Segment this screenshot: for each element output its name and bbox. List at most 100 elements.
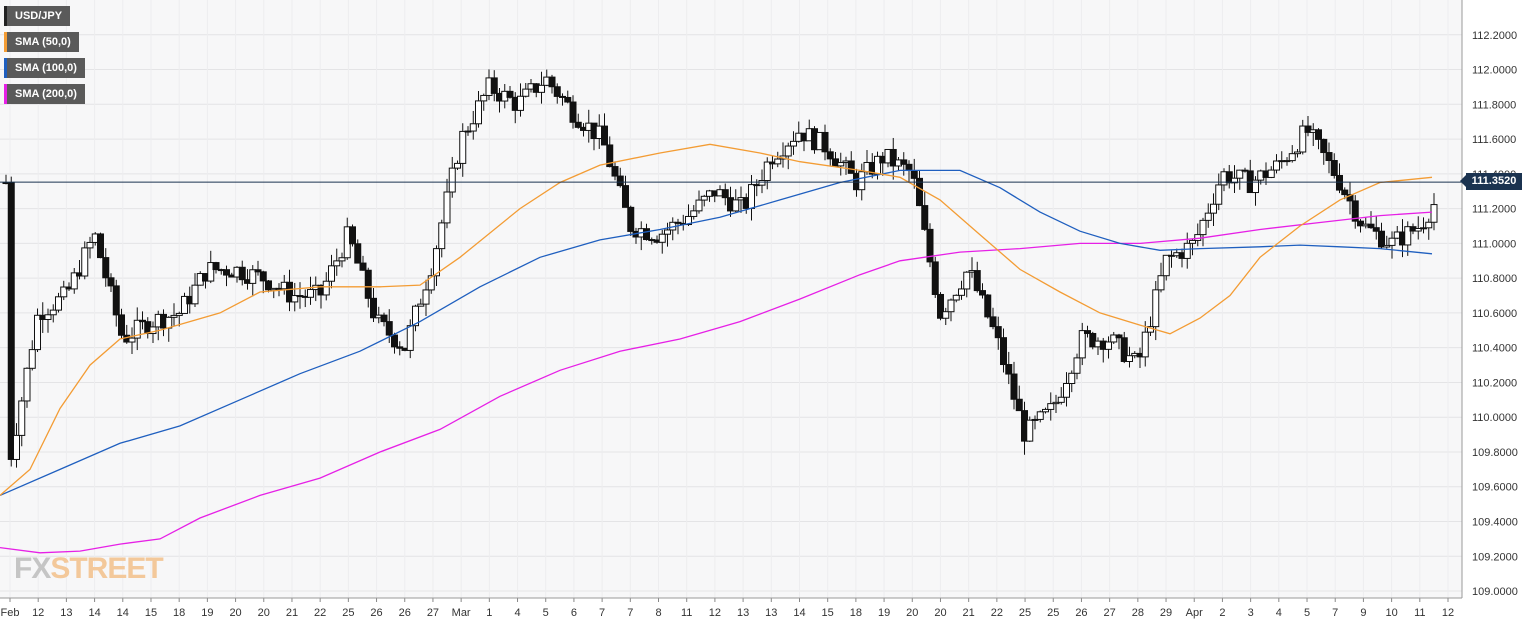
- legend-item-sma50[interactable]: SMA (50,0): [4, 32, 79, 52]
- y-tick-label: 110.2000: [1472, 377, 1517, 389]
- candle-bull: [1425, 221, 1433, 229]
- x-tick-label: Apr: [1186, 607, 1203, 619]
- x-tick-label: 18: [850, 607, 862, 619]
- candle-bull: [133, 319, 141, 339]
- x-tick-label: 20: [229, 607, 241, 619]
- candle-bear: [973, 270, 981, 292]
- candle-bear: [921, 205, 929, 230]
- candle-bear: [559, 95, 566, 98]
- x-tick-label: 15: [822, 607, 834, 619]
- candle-bull: [1383, 244, 1391, 248]
- candle-bull: [1105, 341, 1112, 350]
- candle-bear: [931, 261, 939, 295]
- candle-bear: [380, 314, 388, 323]
- candle-bull: [1042, 408, 1049, 413]
- candle-bear: [259, 271, 267, 282]
- candle-bear: [548, 76, 556, 88]
- y-tick-label: 110.4000: [1472, 343, 1517, 355]
- candle-bear: [937, 293, 944, 319]
- candle-bull: [170, 314, 178, 318]
- candle-bull: [522, 88, 530, 97]
- candle-bull: [1294, 151, 1301, 155]
- candle-bull: [1194, 234, 1202, 241]
- candle-bear: [349, 226, 356, 245]
- candle-bear: [385, 321, 393, 336]
- candle-bear: [889, 148, 897, 167]
- x-tick-label: 25: [342, 607, 354, 619]
- candle-bull: [658, 233, 666, 243]
- candle-bull: [758, 180, 766, 186]
- y-tick-label: 109.2000: [1472, 551, 1518, 563]
- y-tick-label: 110.8000: [1472, 273, 1517, 285]
- candle-bear: [490, 77, 498, 94]
- x-tick-label: 22: [991, 607, 1003, 619]
- candle-bull: [1236, 169, 1244, 179]
- x-tick-label: 13: [60, 607, 72, 619]
- x-tick-label: 13: [737, 607, 749, 619]
- candle-bull: [23, 367, 31, 402]
- candle-bear: [1325, 152, 1333, 162]
- y-tick-label: 110.0000: [1472, 412, 1517, 424]
- candle-bull: [207, 262, 215, 282]
- legend-item-sma200[interactable]: SMA (200,0): [4, 84, 85, 104]
- x-tick-label: 11: [681, 607, 692, 619]
- candle-bull: [1047, 403, 1055, 410]
- x-tick-label: 12: [709, 607, 721, 619]
- candle-bull: [149, 326, 157, 335]
- candle-bear: [1357, 220, 1364, 227]
- candle-bear: [926, 228, 934, 263]
- candle-bull: [480, 94, 488, 102]
- candle-bear: [118, 314, 125, 336]
- candle-bull: [732, 199, 740, 212]
- candle-bull: [1210, 203, 1217, 214]
- candle-bear: [900, 159, 908, 165]
- candle-bear: [826, 151, 834, 160]
- candle-bull: [1036, 411, 1044, 420]
- x-tick-label: 10: [1385, 607, 1397, 619]
- candle-bear: [674, 221, 682, 224]
- candle-bull: [1110, 334, 1118, 343]
- y-tick-label: 112.0000: [1472, 65, 1517, 77]
- candle-bull: [664, 229, 671, 235]
- chart-legend: USD/JPY SMA (50,0) SMA (100,0) SMA (200,…: [4, 6, 85, 110]
- legend-item-usdjpy[interactable]: USD/JPY: [4, 6, 71, 26]
- candle-bull: [454, 162, 461, 169]
- candle-bull: [433, 248, 440, 277]
- candle-bull: [1078, 330, 1086, 359]
- legend-label: SMA (200,0): [15, 88, 77, 100]
- candle-bear: [238, 266, 246, 281]
- candle-bull: [328, 265, 335, 282]
- candle-bull: [417, 303, 425, 307]
- candle-bear: [354, 243, 362, 264]
- candle-bull: [1215, 184, 1223, 205]
- candle-bear: [994, 326, 1002, 339]
- x-tick-label: 14: [88, 607, 100, 619]
- candle-bull: [459, 130, 467, 164]
- legend-swatch-sma100: [4, 58, 7, 78]
- x-tick-label: 14: [117, 607, 129, 619]
- candle-bull: [874, 155, 881, 175]
- candle-bull: [1152, 289, 1160, 328]
- legend-item-sma100[interactable]: SMA (100,0): [4, 58, 85, 78]
- candle-bear: [112, 285, 120, 316]
- candle-bear: [821, 131, 829, 153]
- candle-bull: [763, 161, 771, 182]
- candle-bear: [506, 90, 514, 98]
- candle-bear: [979, 290, 986, 296]
- candle-bull: [1288, 153, 1296, 162]
- x-tick-label: 18: [173, 607, 185, 619]
- x-tick-label: 20: [934, 607, 946, 619]
- candle-bull: [695, 199, 703, 212]
- candle-bear: [611, 166, 619, 177]
- candle-bull: [1414, 228, 1422, 232]
- candle-bull: [191, 284, 199, 305]
- candle-bull: [690, 210, 698, 217]
- candle-bull: [538, 84, 545, 93]
- candle-bear: [601, 125, 608, 146]
- candle-bull: [1388, 237, 1396, 246]
- x-tick-label: 11: [1414, 607, 1425, 619]
- candle-bull: [443, 191, 451, 224]
- candle-bull: [1252, 179, 1259, 194]
- x-tick-label: 15: [145, 607, 157, 619]
- candle-bear: [627, 206, 635, 232]
